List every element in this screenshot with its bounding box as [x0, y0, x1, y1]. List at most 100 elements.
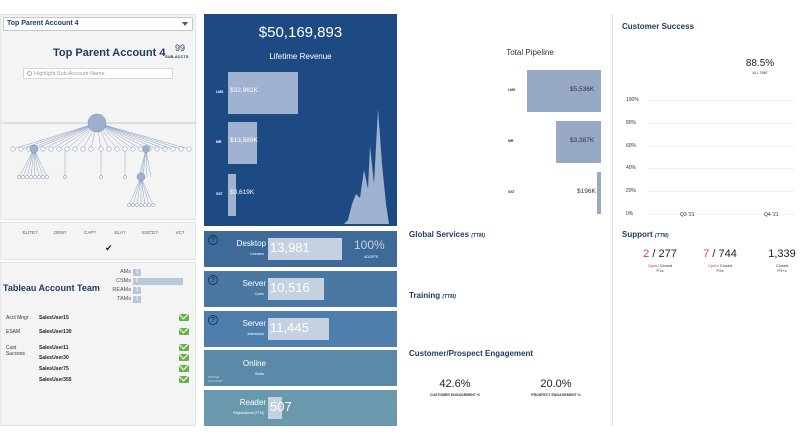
tree-node[interactable] [41, 175, 45, 179]
tree-node[interactable] [143, 203, 147, 207]
card-sub: Licenses [250, 252, 264, 256]
tree-node[interactable] [64, 146, 70, 152]
tree-node[interactable] [29, 175, 33, 179]
account-dropdown[interactable]: Top Parent Account 4 [3, 17, 193, 31]
cs-grid-line [648, 168, 794, 170]
tree-node[interactable] [139, 203, 143, 207]
team-role-count: 1 [133, 296, 141, 303]
card-bar [268, 278, 324, 300]
tree-node[interactable] [10, 146, 16, 152]
tree-node[interactable] [29, 144, 39, 154]
pipeline-value: $3,387K [570, 137, 595, 144]
tree-node[interactable] [114, 146, 120, 152]
customer-engagement-value: 42.6% [439, 378, 471, 390]
cs-x-tick: Q3 '21 [680, 212, 695, 218]
team-member-role: Acct Mngr [6, 315, 29, 321]
mail-icon[interactable] [179, 344, 189, 351]
cs-x-tick: Q4 '21 [764, 212, 779, 218]
help-icon[interactable]: ? [208, 315, 218, 325]
pipeline-bar [527, 70, 601, 112]
card-bar [268, 318, 329, 340]
revenue-value: $13,589K [230, 137, 258, 144]
highlight-placeholder: Highlight Sub-Account Name [34, 71, 105, 77]
tree-node[interactable] [33, 175, 37, 179]
tree-node[interactable] [87, 113, 107, 133]
help-icon[interactable]: ? [208, 235, 218, 245]
pipeline-bar [597, 172, 601, 214]
cs-y-tick: 0% [626, 211, 634, 217]
tree-node[interactable] [45, 175, 49, 179]
tree-node[interactable] [136, 172, 146, 182]
tree-node[interactable] [63, 175, 67, 179]
team-member-role: Cust Success [6, 345, 25, 357]
team-member-user: SalesUser15 [39, 315, 69, 321]
flag-label-3: ELA? [114, 230, 126, 235]
tree-node[interactable] [130, 146, 136, 152]
tree-node[interactable] [88, 146, 94, 152]
pipeline-category: LMS [508, 88, 516, 92]
tree-node[interactable] [106, 146, 112, 152]
pipeline-bar [556, 121, 601, 163]
card-sub: Cores [254, 292, 264, 296]
tree-node[interactable] [37, 175, 41, 179]
mail-icon[interactable] [179, 314, 189, 321]
online-account-note: ONLINE ACCOUNT [208, 375, 223, 383]
mail-icon[interactable] [179, 328, 189, 335]
team-role-label: TAMs [117, 296, 131, 302]
tree-node[interactable] [40, 146, 46, 152]
tree-node[interactable] [131, 203, 135, 207]
help-icon[interactable]: ? [208, 275, 218, 285]
mail-icon[interactable] [179, 376, 189, 383]
stat-card-desktop[interactable]: ? Desktop Licenses 13,981 100% ADOPTE [204, 231, 397, 267]
card-value: 507 [270, 399, 292, 414]
account-hierarchy-tree[interactable] [1, 87, 197, 221]
tree-node[interactable] [18, 146, 24, 152]
highlight-sub-account-input[interactable]: Highlight Sub-Account Name [23, 68, 173, 79]
cs-grid-line [648, 100, 794, 101]
tree-node[interactable] [48, 146, 54, 152]
search-icon [27, 71, 32, 77]
support-value: 2 / 277 [630, 248, 690, 260]
flag-label-4: ESC'D? [142, 230, 158, 235]
tree-node[interactable] [25, 175, 29, 179]
tree-node[interactable] [170, 146, 176, 152]
stat-card-server[interactable]: ? Server Cores 10,516 [204, 271, 397, 307]
tree-node[interactable] [21, 175, 25, 179]
tree-node[interactable] [154, 146, 160, 152]
tree-node[interactable] [178, 146, 184, 152]
column-divider [612, 14, 613, 426]
customer-success-pct: 88.5% [745, 58, 775, 69]
support-priority-label: P3+s [777, 268, 787, 273]
tree-node[interactable] [98, 146, 104, 152]
tree-node[interactable] [80, 146, 86, 152]
support-open-count: 2 [643, 248, 650, 260]
support-label: Open/ Closed P2s [690, 263, 750, 273]
tree-node[interactable] [72, 146, 78, 152]
revenue-bar [228, 122, 257, 164]
tree-node[interactable] [99, 175, 103, 179]
tree-node[interactable] [135, 203, 139, 207]
chevron-down-icon[interactable] [182, 22, 188, 26]
tree-node[interactable] [186, 146, 192, 152]
team-member-user: SalesUser30 [39, 355, 69, 361]
tree-node[interactable] [122, 146, 128, 152]
tree-node[interactable] [142, 145, 150, 153]
support-total: 744 [718, 248, 737, 260]
mail-icon[interactable] [179, 365, 189, 372]
training-title: Training (TTM) [409, 291, 456, 300]
stat-card-online[interactable]: Online Seats [204, 350, 397, 386]
tree-node[interactable] [17, 175, 21, 179]
tree-node[interactable] [147, 203, 151, 207]
tree-node[interactable] [162, 146, 168, 152]
cs-grid-line [648, 145, 794, 147]
team-role-label: REAMs [112, 287, 131, 293]
mail-icon[interactable] [179, 354, 189, 361]
tree-node[interactable] [123, 175, 127, 179]
stat-card-reader[interactable]: Reader Registrations (TTM) 507 [204, 390, 397, 426]
tree-node[interactable] [151, 203, 155, 207]
stat-card-server[interactable]: ? Server Interactors 11,445 [204, 311, 397, 347]
tree-node[interactable] [56, 146, 62, 152]
tree-node[interactable] [127, 203, 131, 207]
revenue-category: MR [216, 140, 222, 144]
team-role-bar [133, 278, 183, 285]
